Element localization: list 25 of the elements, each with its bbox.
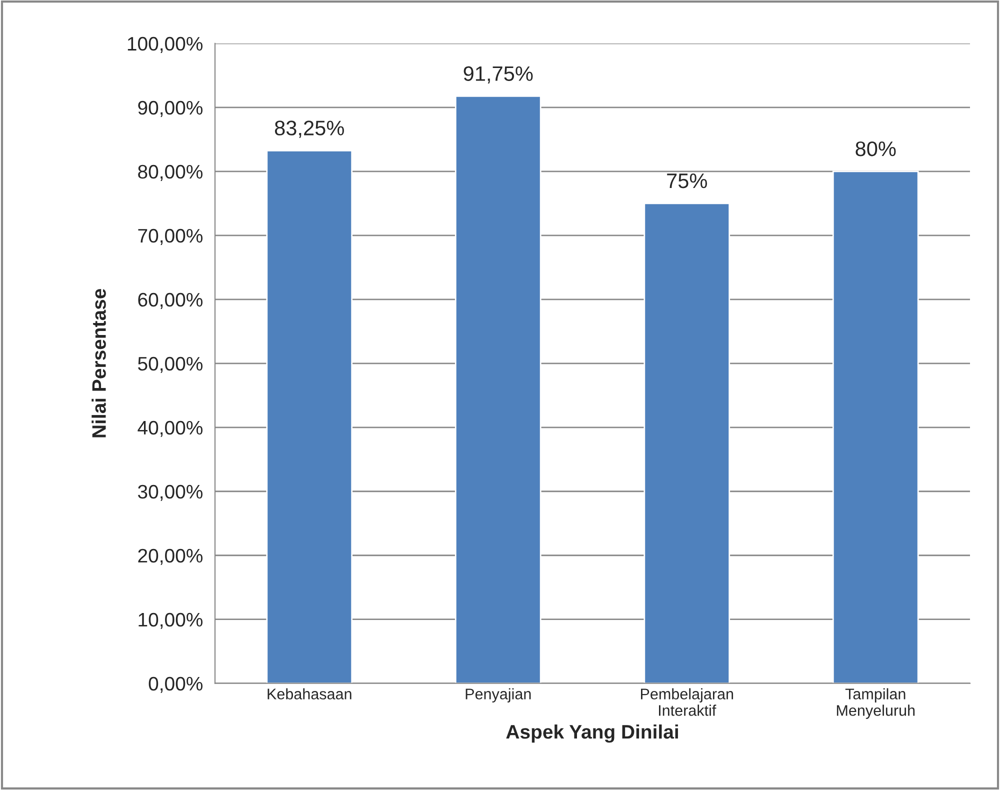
x-tick-label: Tampilan Menyeluruh <box>836 688 915 719</box>
y-axis-title: Nilai Persentase <box>92 288 106 438</box>
y-tick-label: 50,00% <box>138 356 203 373</box>
y-tick-label: 0,00% <box>148 676 203 693</box>
y-tick-label: 60,00% <box>138 292 203 309</box>
bar <box>266 150 353 684</box>
x-tick-label: Pembelajaran Interaktif <box>640 688 734 716</box>
bar <box>454 96 542 684</box>
y-tick-label: 30,00% <box>138 484 203 501</box>
bar <box>832 170 919 684</box>
y-tick-label: 10,00% <box>138 612 203 629</box>
data-label: 83,25% <box>274 120 344 138</box>
data-label: 91,75% <box>464 66 533 84</box>
y-tick-label: 90,00% <box>138 100 203 117</box>
x-tick-label: Penyajian <box>466 688 531 702</box>
y-tick-label: 80,00% <box>138 164 203 181</box>
data-label: 75% <box>667 174 707 188</box>
data-label: 80% <box>856 141 896 156</box>
y-tick-label: 20,00% <box>138 548 203 565</box>
x-axis-title: Aspek Yang Dinilai <box>506 724 678 743</box>
y-tick-label: 100,00% <box>128 36 203 53</box>
y-tick-label: 40,00% <box>138 420 203 437</box>
x-tick-label: Kebahasaan <box>268 688 352 700</box>
y-tick-label: 70,00% <box>138 228 203 245</box>
bar <box>644 202 730 684</box>
